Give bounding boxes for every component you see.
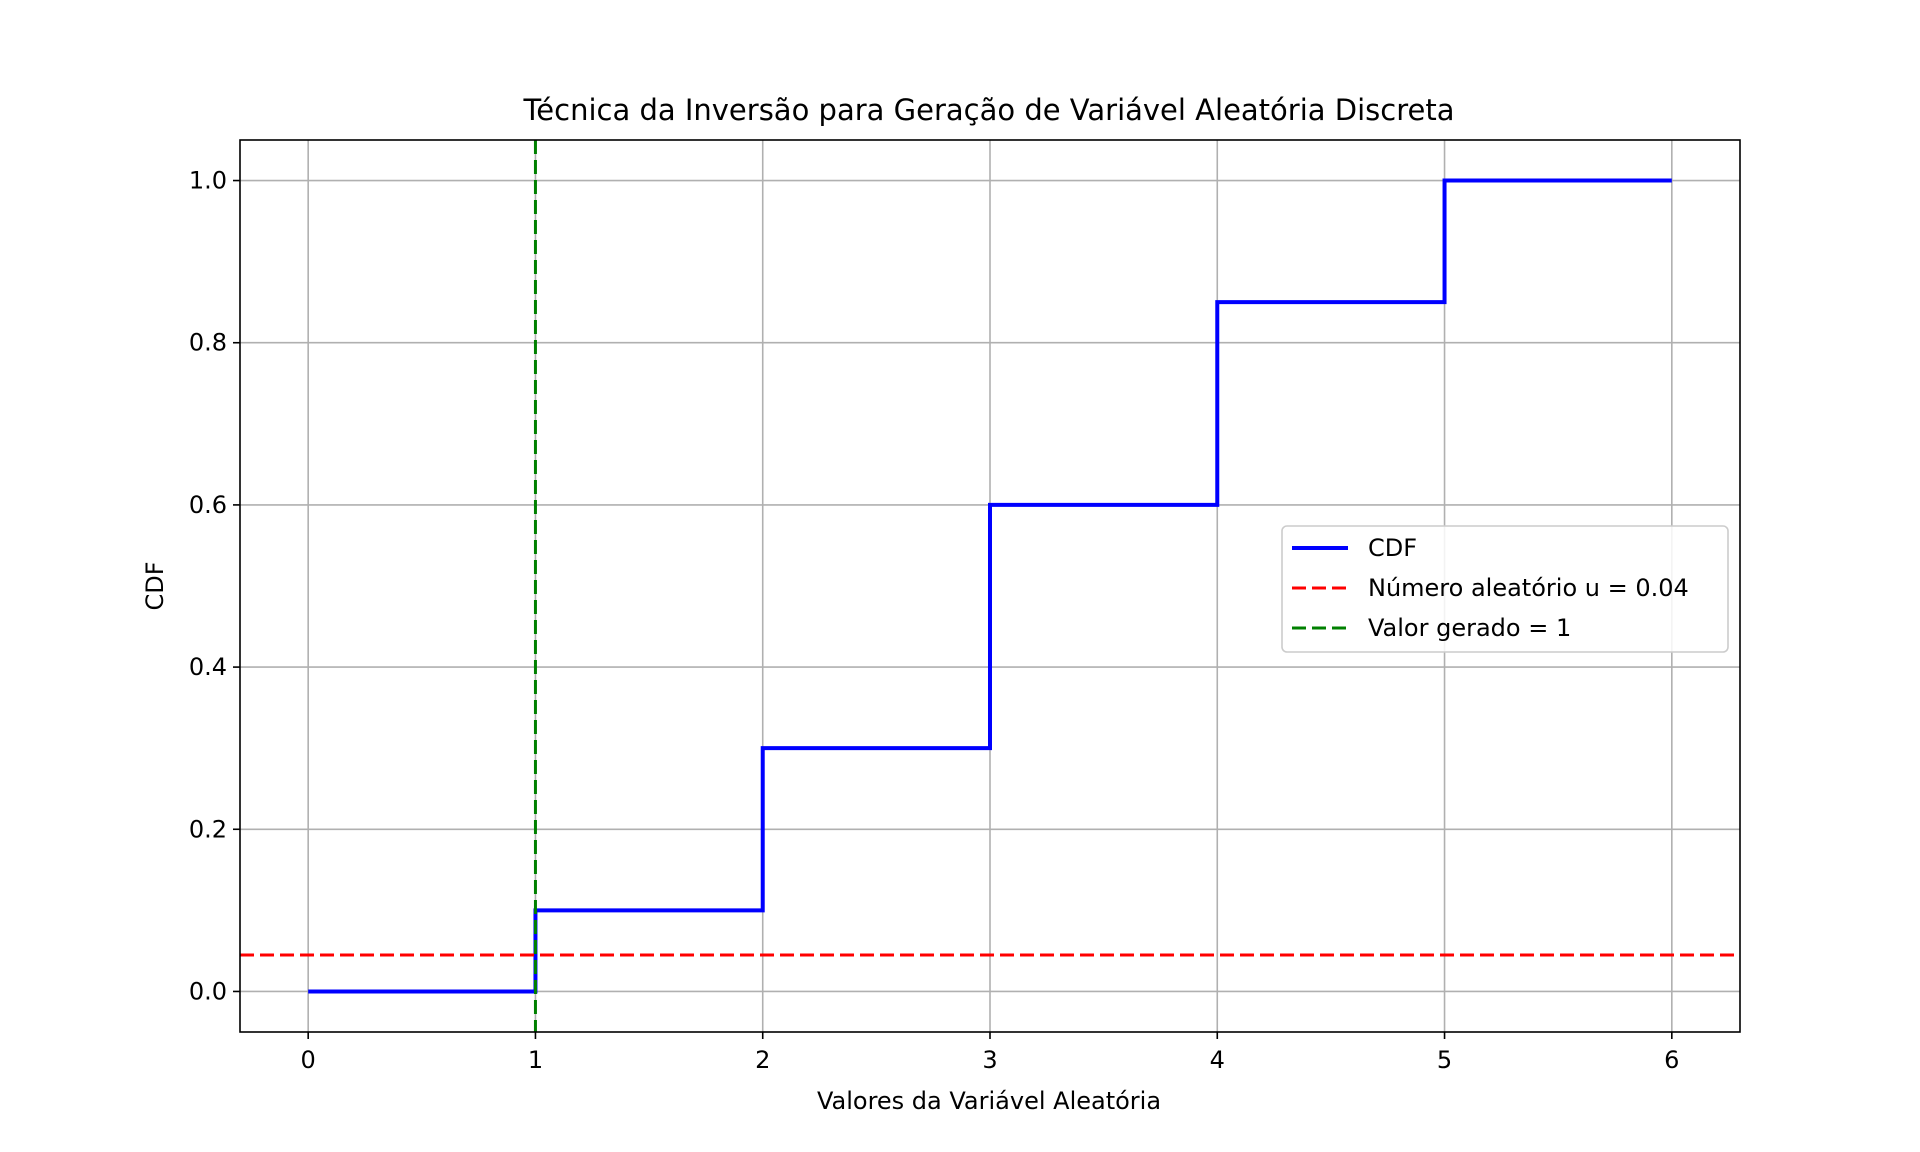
x-tick-label: 1 — [528, 1046, 543, 1074]
x-tick-label: 0 — [301, 1046, 316, 1074]
y-tick-label: 1.0 — [189, 167, 227, 195]
y-tick-label: 0.4 — [189, 653, 227, 681]
x-tick-label: 4 — [1210, 1046, 1225, 1074]
x-axis-label: Valores da Variável Aleatória — [817, 1087, 1161, 1115]
y-tick-label: 0.8 — [189, 329, 227, 357]
chart-title: Técnica da Inversão para Geração de Vari… — [523, 93, 1455, 127]
x-tick-label: 3 — [982, 1046, 997, 1074]
x-tick-label: 5 — [1437, 1046, 1452, 1074]
y-axis-label: CDF — [141, 561, 169, 610]
x-tick-label: 6 — [1664, 1046, 1679, 1074]
y-tick-label: 0.6 — [189, 491, 227, 519]
legend-label: Valor gerado = 1 — [1368, 614, 1571, 642]
legend-label: CDF — [1368, 534, 1417, 562]
legend-label: Número aleatório u = 0.04 — [1368, 574, 1689, 602]
axis-ticks: 0 1 2 3 4 5 6 0.0 0.2 0.4 0.6 0.8 1.0 — [189, 167, 1680, 1074]
x-tick-label: 2 — [755, 1046, 770, 1074]
plot-area — [240, 140, 1740, 1032]
legend: CDF Número aleatório u = 0.04 Valor gerado… — [1281, 525, 1729, 653]
y-tick-label: 0.0 — [189, 977, 227, 1005]
y-tick-label: 0.2 — [189, 815, 227, 843]
legend-box — [1281, 525, 1729, 653]
